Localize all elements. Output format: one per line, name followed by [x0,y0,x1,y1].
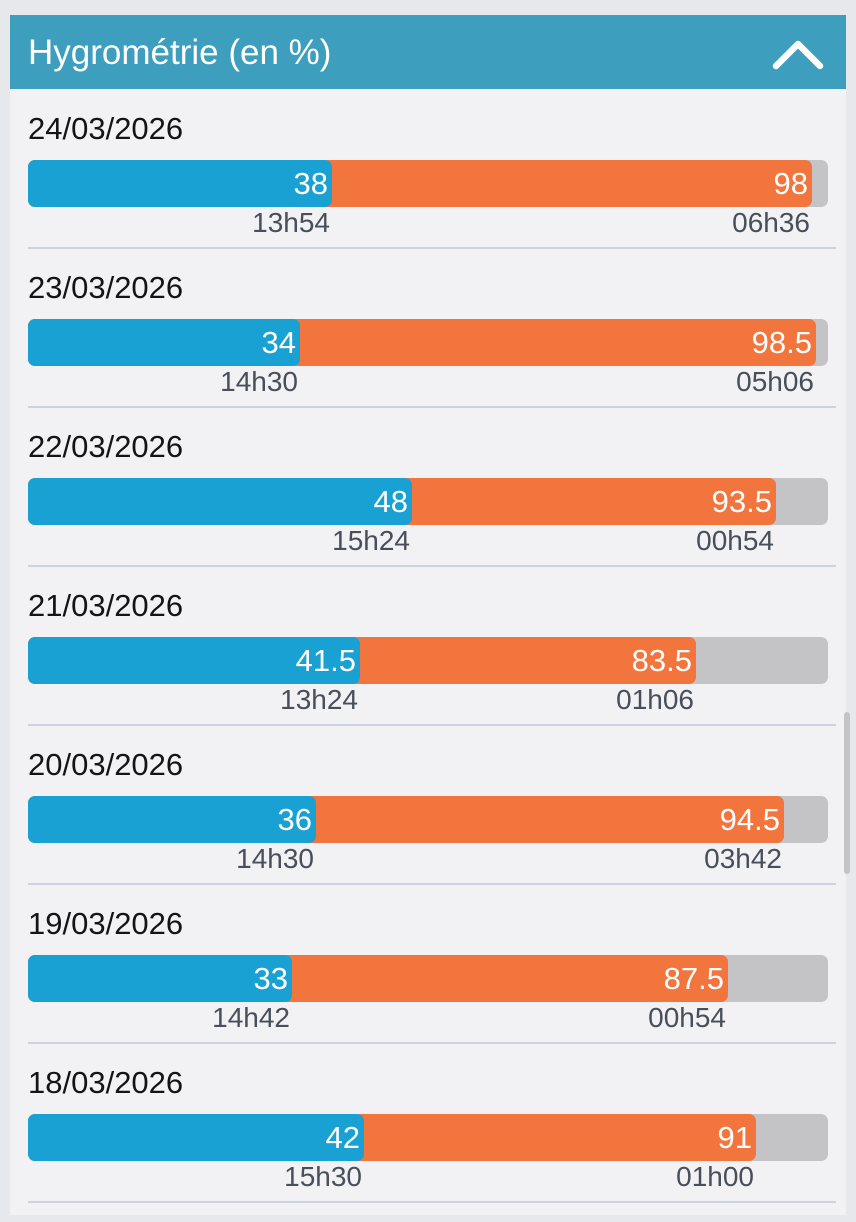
day-row: 20/03/2026 36 94.5 14h30 03h42 [10,745,846,904]
min-humidity-value: 48 [373,484,408,519]
min-humidity-value: 38 [293,166,328,201]
max-humidity-time: 01h00 [676,1161,754,1192]
humidity-range-bar[interactable]: 33 87.5 [28,955,828,1002]
max-humidity-time: 01h06 [616,684,694,715]
day-date: 21/03/2026 [28,588,184,623]
scrollbar-thumb[interactable] [844,712,850,874]
min-humidity-segment [28,319,300,366]
row-divider [28,1042,836,1044]
min-humidity-time: 14h42 [212,1002,290,1033]
max-humidity-time: 05h06 [736,366,814,397]
row-divider [28,883,836,885]
row-divider [28,247,836,249]
humidity-range-bar[interactable]: 42 91 [28,1114,828,1161]
row-divider [28,565,836,567]
min-humidity-time: 13h54 [252,207,330,238]
day-date: 19/03/2026 [28,906,184,941]
humidity-range-bar[interactable]: 34 98.5 [28,319,828,366]
min-humidity-value: 36 [277,802,312,837]
day-date: 18/03/2026 [28,1065,184,1100]
min-humidity-time: 14h30 [236,843,314,874]
min-humidity-segment [28,796,316,843]
day-row: 22/03/2026 48 93.5 15h24 00h54 [10,427,846,586]
min-humidity-time: 15h30 [284,1161,362,1192]
humidity-range-bar[interactable]: 38 98 [28,160,828,207]
humidity-range-bar[interactable]: 36 94.5 [28,796,828,843]
day-date: 23/03/2026 [28,270,184,305]
humidity-range-bar[interactable]: 41.5 83.5 [28,637,828,684]
max-humidity-time: 00h54 [696,525,774,556]
min-humidity-time: 13h24 [280,684,358,715]
hygrometry-card: Hygrométrie (en %) 24/03/2026 38 98 13h54 06… [10,15,846,1215]
max-humidity-value: 91 [717,1120,752,1155]
day-date: 22/03/2026 [28,429,184,464]
day-row: 18/03/2026 42 91 15h30 01h00 [10,1063,846,1222]
row-divider [28,724,836,726]
row-divider [28,406,836,408]
max-humidity-value: 98 [773,166,808,201]
min-humidity-segment [28,1114,364,1161]
min-humidity-time: 14h30 [220,366,298,397]
collapse-button[interactable] [758,23,838,83]
day-date: 20/03/2026 [28,747,184,782]
min-humidity-value: 41.5 [295,643,356,678]
card-title: Hygrométrie (en %) [28,33,332,72]
min-humidity-segment [28,955,292,1002]
min-humidity-segment [28,637,360,684]
day-row: 21/03/2026 41.5 83.5 13h24 01h06 [10,586,846,745]
row-divider [28,1201,836,1203]
min-humidity-segment [28,160,332,207]
max-humidity-value: 98.5 [751,325,812,360]
min-humidity-value: 33 [253,961,288,996]
min-humidity-value: 34 [261,325,296,360]
max-humidity-value: 93.5 [711,484,772,519]
min-humidity-time: 15h24 [332,525,410,556]
chevron-up-icon [772,40,824,70]
max-humidity-time: 06h36 [732,207,810,238]
min-humidity-value: 42 [325,1120,360,1155]
max-humidity-value: 94.5 [719,802,780,837]
max-humidity-value: 87.5 [663,961,724,996]
day-row: 19/03/2026 33 87.5 14h42 00h54 [10,904,846,1063]
day-date: 24/03/2026 [28,111,184,146]
min-humidity-segment [28,478,412,525]
day-row: 24/03/2026 38 98 13h54 06h36 [10,109,846,268]
day-list: 24/03/2026 38 98 13h54 06h36 23/03/2026 34 98.5… [10,109,846,1222]
humidity-range-bar[interactable]: 48 93.5 [28,478,828,525]
max-humidity-time: 00h54 [648,1002,726,1033]
max-humidity-time: 03h42 [704,843,782,874]
card-header[interactable]: Hygrométrie (en %) [10,15,846,89]
max-humidity-value: 83.5 [631,643,692,678]
day-row: 23/03/2026 34 98.5 14h30 05h06 [10,268,846,427]
